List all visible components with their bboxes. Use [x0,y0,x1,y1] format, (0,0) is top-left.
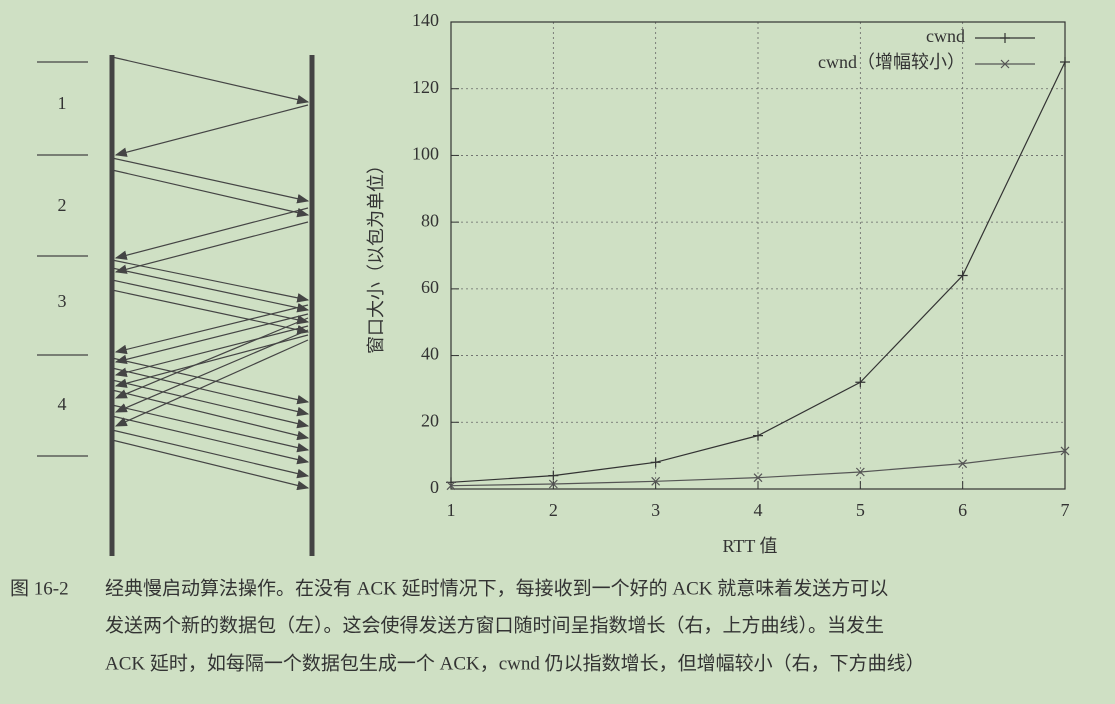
point-marker [753,473,763,483]
caption-line: ACK 延时，如每隔一个数据包生成一个 ACK，cwnd 仍以指数增长，但增幅较… [105,652,925,674]
point-marker [1000,33,1010,43]
point-marker [1000,59,1010,69]
arrow [114,104,309,157]
x-tick-label: 5 [856,500,865,520]
arrow [111,267,310,313]
point-marker [855,467,865,477]
point-marker [446,481,456,491]
plot-frame [450,21,1066,490]
arrow [111,429,310,479]
y-tick-label: 0 [430,477,439,497]
point-marker [548,470,559,481]
x-tick-label: 3 [651,500,660,520]
point-marker [958,459,968,469]
point-marker [1060,57,1070,68]
x-tick-label: 1 [447,500,456,520]
arrow [114,207,309,260]
arrow [114,313,309,365]
arrow [111,404,310,453]
round-label: 1 [58,93,67,113]
arrow [111,56,310,105]
y-tick-label: 120 [412,77,439,97]
point-marker [855,377,866,388]
x-axis-label: RTT 值 [722,536,777,556]
y-tick-label: 80 [421,210,439,230]
y-axis-label: 窗口大小（以包为单位） [366,156,386,354]
legend-label: cwnd [926,26,965,46]
point-marker [1060,446,1070,456]
arrow [114,329,309,413]
arrow [114,304,309,355]
arrow [111,439,310,491]
diagram: 1 2 3 4 [37,55,315,556]
x-tick-label: 6 [958,500,967,520]
arrow [111,379,310,429]
y-tick-label: 140 [412,10,439,30]
point-marker [957,270,968,281]
point-marker [651,476,661,486]
arrow [111,415,310,465]
arrow [111,279,310,325]
round-label: 3 [58,291,67,311]
y-tick-label: 20 [421,410,439,430]
x-tick-label: 7 [1061,500,1070,520]
arrow [114,221,309,274]
arrow [111,357,310,405]
legend-label: cwnd（增幅较小） [818,52,965,72]
round-label: 4 [58,394,67,414]
point-marker [753,430,763,441]
arrow [111,169,310,218]
caption-line: 发送两个新的数据包（左）。这会使得发送方窗口随时间呈指数增长（右，上方曲线）。当… [105,614,884,636]
caption-label: 图 16-2 [10,578,69,599]
arrow [111,367,310,417]
y-tick-label: 60 [421,277,439,297]
y-tick-label: 100 [412,144,439,164]
x-tick-label: 4 [754,500,763,520]
point-marker [650,457,661,468]
line-chart: RTT 值 窗口大小（以包为单位） 0 20 40 60 80 100 120 140 1 2 3 4… [366,10,1070,556]
arrow [114,317,309,399]
arrow [111,389,310,441]
arrow [111,289,310,335]
arrow [114,325,309,377]
round-label: 2 [58,195,67,215]
point-marker [548,479,558,489]
arrow [114,339,309,427]
caption-line: 经典慢启动算法操作。在没有 ACK 延时情况下，每接收到一个好的 ACK 就意味… [105,577,888,599]
x-tick-label: 2 [549,500,558,520]
y-tick-label: 40 [421,344,439,364]
arrow [111,259,310,303]
arrow [111,157,310,204]
